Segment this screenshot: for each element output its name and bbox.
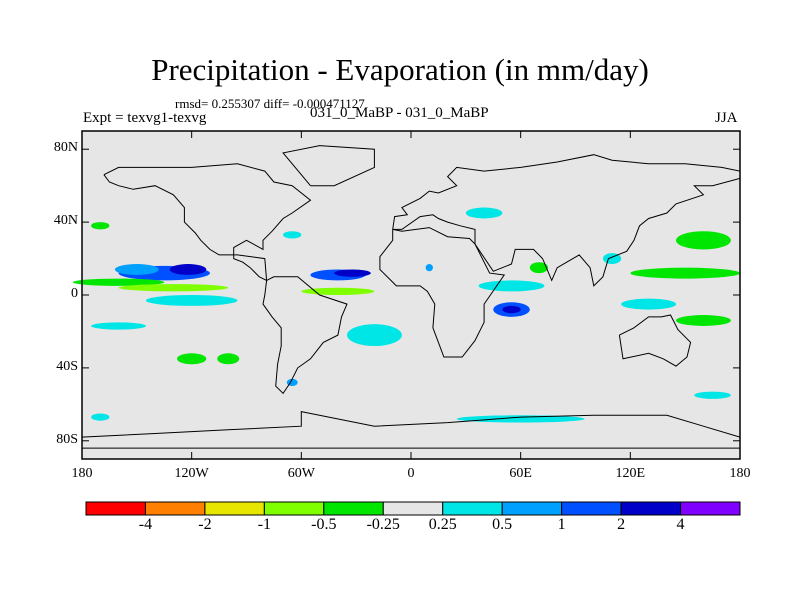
- colorbar-label: -1: [257, 516, 272, 533]
- anomaly-region: [347, 324, 402, 347]
- colorbar-swatch: [501, 501, 563, 516]
- colorbar-label: 0.5: [492, 516, 513, 533]
- anomaly-region: [456, 415, 585, 423]
- colorbar-label: -4: [138, 516, 153, 533]
- anomaly-region: [283, 231, 302, 239]
- anomaly-region: [529, 262, 549, 274]
- anomaly-region: [177, 353, 207, 365]
- y-tick-label: 80S: [56, 431, 78, 447]
- colorbar-swatch: [561, 501, 622, 516]
- anomaly-region: [91, 413, 110, 421]
- anomaly-region: [676, 315, 731, 326]
- anomaly-region: [169, 264, 207, 275]
- anomaly-region: [502, 305, 521, 314]
- anomaly-region: [478, 280, 545, 292]
- coastline: [262, 276, 348, 395]
- y-tick-label: 0: [71, 286, 78, 301]
- colorbar-swatch: [680, 501, 741, 516]
- coastline: [81, 410, 741, 449]
- anomaly-region: [118, 284, 229, 292]
- coastline: [618, 314, 692, 367]
- anomaly-region: [91, 222, 110, 230]
- colorbar-label: -0.5: [311, 516, 337, 533]
- colorbar-swatch: [204, 501, 265, 516]
- x-tick-label: 180: [729, 466, 751, 481]
- coastline: [103, 163, 312, 282]
- coastline: [282, 145, 375, 187]
- colorbar-label: -0.25: [366, 516, 400, 533]
- colorbar-label: 2: [617, 516, 626, 533]
- coastline: [379, 227, 506, 358]
- season-label: JJA: [715, 110, 738, 126]
- anomaly-region: [114, 264, 159, 275]
- anomaly-region: [301, 287, 375, 295]
- colorbar-label: 1: [557, 516, 566, 533]
- colorbar-swatch: [144, 501, 206, 516]
- colorbar-label: -2: [198, 516, 212, 533]
- x-tick-label: 180: [71, 466, 93, 481]
- colorbar-swatch: [263, 501, 325, 516]
- coastline: [392, 154, 741, 287]
- stats-text: rmsd= 0.255307 diff= -0.000471127: [175, 96, 365, 111]
- anomaly-region: [334, 269, 371, 277]
- colorbar-swatch: [620, 501, 682, 516]
- experiment-label: Expt = texvg1-texvg: [83, 110, 207, 126]
- field-background: [82, 131, 740, 459]
- anomaly-region: [465, 207, 503, 219]
- y-tick-label: 80N: [53, 140, 78, 156]
- x-tick-label: 60W: [287, 466, 315, 481]
- x-tick-label: 120W: [174, 466, 209, 481]
- case-label: 031_0_MaBP - 031_0_MaBP: [310, 105, 489, 121]
- chart-title: Precipitation - Evaporation (in mm/day): [151, 52, 649, 87]
- colorbar-swatch: [442, 501, 503, 516]
- colorbar-swatch: [323, 501, 384, 516]
- colorbar-swatch: [85, 501, 146, 516]
- anomaly-region: [621, 298, 677, 310]
- x-tick-label: 120E: [615, 466, 646, 481]
- anomaly-region: [72, 278, 165, 286]
- anomaly-region: [425, 264, 433, 272]
- anomaly-region: [676, 231, 731, 250]
- colorbar-label: 4: [676, 516, 685, 533]
- anomaly-region: [694, 391, 731, 399]
- anomaly-region: [91, 322, 146, 330]
- anomaly-region: [217, 353, 240, 365]
- colorbar-label: 0.25: [428, 516, 457, 533]
- anomaly-region: [630, 267, 741, 279]
- anomaly-region: [145, 295, 238, 306]
- y-tick-label: 40S: [56, 358, 78, 374]
- y-tick-label: 40N: [53, 213, 78, 229]
- x-tick-label: 0: [407, 466, 415, 481]
- x-tick-label: 60E: [509, 466, 532, 481]
- colorbar-swatch: [382, 501, 444, 516]
